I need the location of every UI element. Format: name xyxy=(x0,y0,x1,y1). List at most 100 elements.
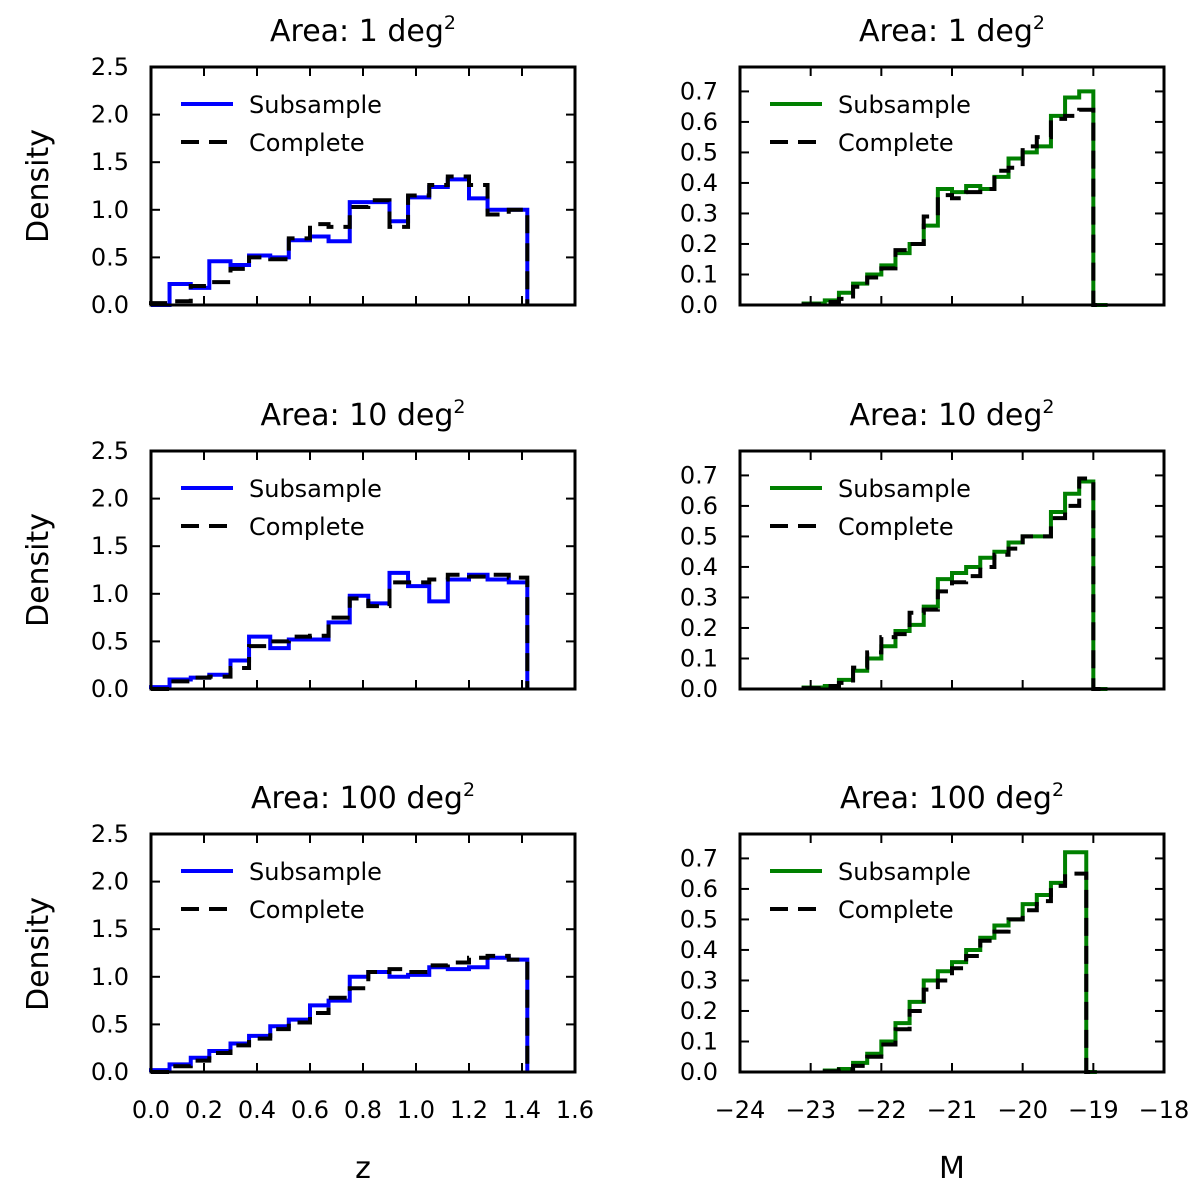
y-tick-label: 0.1 xyxy=(680,644,718,672)
chart-panel-m-1: Area: 1 deg2 0.0 0.10.2 0.30.4 0.50.6 0.7 Subs… xyxy=(680,12,1166,319)
y-axis-label: Density xyxy=(21,129,56,243)
y-tick-label: 1.0 xyxy=(91,580,129,608)
y-tick-label: 0.5 xyxy=(91,627,129,655)
panels: Area: 1 deg2 0.0 0.5 1.0 1.5 2.0 2.5 Subsample C… xyxy=(91,12,1190,1124)
legend: Subsample Complete xyxy=(181,858,382,924)
y-tick-label: 0.3 xyxy=(680,966,718,994)
chart-panel-z-1: Area: 1 deg2 0.0 0.5 1.0 1.5 2.0 2.5 Subsample C… xyxy=(91,12,577,319)
legend-label-complete: Complete xyxy=(249,513,365,541)
legend-label-complete: Complete xyxy=(249,896,365,924)
y-tick-label: 0.5 xyxy=(680,138,718,166)
legend-label-subsample: Subsample xyxy=(838,475,971,503)
y-tick-label: 0.4 xyxy=(680,936,718,964)
legend-label-subsample: Subsample xyxy=(249,858,382,886)
x-tick-label: −20 xyxy=(997,1096,1048,1124)
x-tick-label: −23 xyxy=(785,1096,836,1124)
y-tick-label: 1.0 xyxy=(91,963,129,991)
chart-title: Area: 100 deg2 xyxy=(251,779,475,816)
y-tick-label: 2.0 xyxy=(91,485,129,513)
y-tick-label: 0.2 xyxy=(680,230,718,258)
legend-label-subsample: Subsample xyxy=(249,475,382,503)
series-complete-step xyxy=(151,572,530,691)
series-complete-step xyxy=(801,107,1108,307)
chart-title: Area: 1 deg2 xyxy=(859,12,1045,49)
x-tick-label: 0.4 xyxy=(238,1096,276,1124)
y-tick-label: 2.5 xyxy=(91,437,129,465)
x-axis-label-m: M xyxy=(939,1151,965,1186)
legend: Subsample Complete xyxy=(770,475,971,541)
y-tick-label: 2.0 xyxy=(91,868,129,896)
x-tick-label: −18 xyxy=(1139,1096,1190,1124)
y-tick-label: 1.5 xyxy=(91,148,129,176)
series-subsample-step xyxy=(149,570,530,690)
series-complete-step xyxy=(149,174,530,306)
y-tick-label: 0.0 xyxy=(680,291,718,319)
y-tick-label: 0.4 xyxy=(680,553,718,581)
y-tick-label: 0.1 xyxy=(680,1027,718,1055)
chart-title: Area: 10 deg2 xyxy=(849,396,1054,433)
y-tick-label: 2.5 xyxy=(91,820,129,848)
y-tick-label: 0.0 xyxy=(91,291,129,319)
series-subsample-step xyxy=(151,177,530,307)
legend: Subsample Complete xyxy=(181,91,382,157)
series-complete-step xyxy=(801,476,1108,691)
y-tick-label: 0.0 xyxy=(680,1058,718,1086)
x-axis-label-z: z xyxy=(355,1151,371,1186)
x-tick-label: −21 xyxy=(927,1096,978,1124)
x-tick-label: 1.6 xyxy=(556,1096,594,1124)
y-tick-label: 0.5 xyxy=(91,243,129,271)
y-tick-label: 1.5 xyxy=(91,532,129,560)
x-tick-label: 1.2 xyxy=(450,1096,488,1124)
x-tick-label: −24 xyxy=(715,1096,766,1124)
chart-title: Area: 10 deg2 xyxy=(260,396,465,433)
chart-title: Area: 1 deg2 xyxy=(270,12,456,49)
legend-label-complete: Complete xyxy=(838,129,954,157)
y-tick-label: 2.5 xyxy=(91,53,129,81)
y-tick-label: 0.0 xyxy=(680,675,718,703)
series-subsample-step xyxy=(149,955,530,1073)
chart-panel-z-10: Area: 10 deg2 0.0 0.5 1.0 1.5 2.0 2.5 Subsample… xyxy=(91,396,577,703)
y-tick-label: 0.0 xyxy=(91,1058,129,1086)
y-tick-label: 0.0 xyxy=(91,675,129,703)
legend: Subsample Complete xyxy=(770,91,971,157)
y-axis-label: Density xyxy=(21,897,56,1011)
legend-label-complete: Complete xyxy=(249,129,365,157)
legend: Subsample Complete xyxy=(181,475,382,541)
chart-panel-m-10: Area: 10 deg2 0.0 0.10.2 0.30.4 0.50.6 0.7 Sub… xyxy=(680,396,1166,703)
y-tick-label: 0.3 xyxy=(680,583,718,611)
x-tick-label: 0.6 xyxy=(291,1096,329,1124)
y-tick-label: 0.1 xyxy=(680,260,718,288)
y-tick-label: 0.7 xyxy=(680,77,718,105)
y-tick-label: 0.2 xyxy=(680,614,718,642)
y-tick-label: 1.5 xyxy=(91,915,129,943)
y-tick-label: 0.6 xyxy=(680,492,718,520)
y-tick-label: 0.7 xyxy=(680,461,718,489)
x-tick-label: 1.0 xyxy=(397,1096,435,1124)
y-tick-label: 0.2 xyxy=(680,997,718,1025)
x-tick-label: −19 xyxy=(1068,1096,1119,1124)
x-tick-label: 1.4 xyxy=(503,1096,541,1124)
legend: Subsample Complete xyxy=(770,858,971,924)
y-tick-label: 0.6 xyxy=(680,108,718,136)
y-tick-label: 0.5 xyxy=(91,1010,129,1038)
y-tick-label: 0.7 xyxy=(680,844,718,872)
x-tick-label: −22 xyxy=(856,1096,907,1124)
legend-label-subsample: Subsample xyxy=(838,858,971,886)
x-tick-label: 0.2 xyxy=(185,1096,223,1124)
legend-label-complete: Complete xyxy=(838,513,954,541)
y-tick-label: 0.5 xyxy=(680,522,718,550)
y-tick-label: 0.5 xyxy=(680,905,718,933)
series-subsample-step xyxy=(801,89,1108,307)
legend-label-complete: Complete xyxy=(838,896,954,924)
y-tick-label: 0.4 xyxy=(680,169,718,197)
chart-panel-z-100: Area: 100 deg2 0.0 0.5 1.0 1.5 2.0 2.5 0.0 0.2 0.… xyxy=(91,779,594,1124)
series-complete-step xyxy=(822,871,1097,1074)
y-tick-label: 0.6 xyxy=(680,875,718,903)
x-tick-label: 0.8 xyxy=(344,1096,382,1124)
series-complete-step xyxy=(151,953,530,1074)
y-tick-label: 2.0 xyxy=(91,101,129,129)
legend-label-subsample: Subsample xyxy=(838,91,971,119)
y-tick-label: 0.3 xyxy=(680,199,718,227)
chart-title: Area: 100 deg2 xyxy=(840,779,1064,816)
